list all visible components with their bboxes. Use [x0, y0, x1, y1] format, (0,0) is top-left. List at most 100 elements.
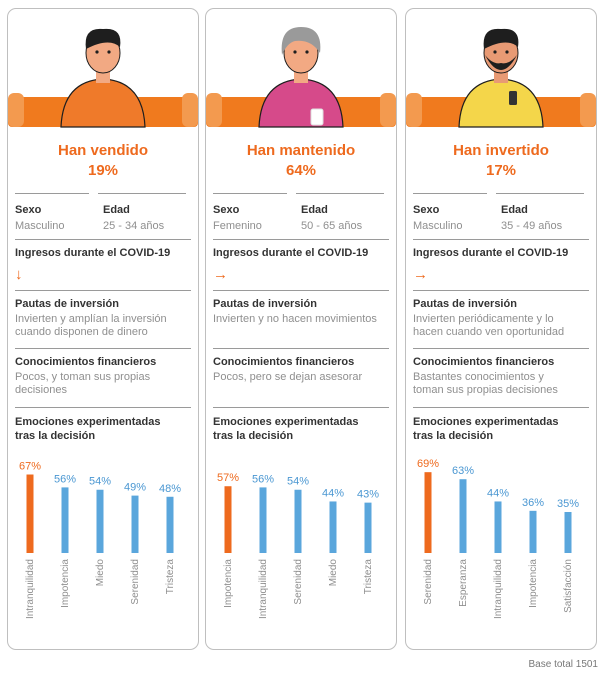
torso	[258, 78, 344, 128]
divider	[15, 239, 191, 240]
divider	[413, 348, 589, 349]
divider	[98, 193, 186, 194]
chart-bar	[564, 512, 572, 553]
beard	[485, 55, 517, 70]
edad-value: 50 - 65 años	[301, 220, 363, 232]
cup	[310, 108, 324, 126]
bar-value-label: 44%	[322, 487, 344, 499]
sofa-arm	[8, 93, 24, 127]
emotions-chart: 69% Serenidad 63% Esperanza 44% Intranquilida…	[417, 458, 579, 619]
sofa-arm	[182, 93, 198, 127]
bar-value-label: 67%	[19, 461, 41, 473]
chart-bar	[424, 472, 432, 553]
sofa-arm	[580, 93, 596, 127]
pautas-value: Invierten periódicamente y lo hacen cuan…	[413, 313, 565, 338]
conocimientos-value: Pocos, y toman sus propias decisiones	[15, 371, 151, 396]
bar-value-label: 48%	[159, 483, 181, 495]
eye	[95, 50, 99, 54]
divider	[496, 193, 584, 194]
divider	[15, 407, 191, 408]
pautas-value: Invierten y no hacen movimientos	[213, 313, 377, 325]
chart-bar	[494, 501, 502, 553]
bar-value-label: 56%	[252, 473, 274, 485]
bar-value-label: 36%	[522, 497, 544, 509]
category-label: Miedo	[328, 559, 339, 587]
sexo-label: Sexo	[413, 204, 440, 216]
chart-bar	[131, 495, 139, 553]
eye	[305, 50, 309, 54]
divider	[413, 407, 589, 408]
chart-bar	[529, 510, 537, 553]
conocimientos-label: Conocimientos financieros	[413, 356, 555, 368]
arrow-right-icon: →	[413, 266, 428, 283]
category-label: Intranquilidad	[25, 559, 36, 619]
arrow-right-icon: →	[213, 266, 228, 283]
pautas-value: Invierten y amplían la inversión cuando …	[15, 313, 167, 338]
pautas-label: Pautas de inversión	[213, 298, 317, 310]
category-label: Miedo	[95, 559, 106, 587]
bar-value-label: 54%	[287, 476, 309, 488]
category-label: Tristeza	[363, 559, 374, 595]
emotions-chart: 57% Impotencia 56% Intranquilidad 54% Serenid…	[217, 472, 379, 619]
edad-label: Edad	[501, 204, 528, 216]
sexo-value: Femenino	[213, 220, 262, 232]
group-percentage: 17%	[485, 162, 517, 179]
bar-value-label: 49%	[124, 482, 146, 494]
divider	[213, 239, 389, 240]
profile-card: Han mantenido 64% Sexo Femenino Edad 50 - 65 …	[205, 8, 397, 650]
emociones-label: Emociones experimentadas tras la decisió…	[15, 416, 161, 442]
group-title: Han mantenido	[246, 142, 356, 159]
conocimientos-label: Conocimientos financieros	[213, 356, 355, 368]
phone	[509, 91, 517, 105]
person-illustration	[206, 27, 396, 128]
category-label: Serenidad	[293, 559, 304, 605]
bar-value-label: 57%	[217, 472, 239, 484]
divider	[413, 193, 487, 194]
bar-value-label: 43%	[357, 489, 379, 501]
sexo-value: Masculino	[413, 220, 463, 232]
arrow-down-icon: ↓	[15, 266, 23, 283]
torso	[60, 78, 146, 128]
divider	[15, 193, 89, 194]
category-label: Serenidad	[130, 559, 141, 605]
person-illustration	[406, 28, 596, 128]
category-label: Intranquilidad	[493, 559, 504, 619]
category-label: Tristeza	[165, 559, 176, 595]
bar-value-label: 69%	[417, 458, 439, 470]
edad-label: Edad	[103, 204, 130, 216]
ingresos-label: Ingresos durante el COVID-19	[15, 247, 171, 259]
chart-bar	[294, 489, 302, 553]
chart-bar	[259, 487, 267, 553]
category-label: Satisfacción	[563, 559, 574, 613]
category-label: Serenidad	[423, 559, 434, 605]
torso	[458, 78, 544, 128]
divider	[213, 193, 287, 194]
eye	[293, 50, 297, 54]
person-illustration	[8, 28, 198, 128]
divider	[413, 239, 589, 240]
group-title: Han invertido	[453, 142, 549, 159]
divider	[213, 407, 389, 408]
chart-bar	[166, 496, 174, 553]
bar-value-label: 54%	[89, 476, 111, 488]
edad-label: Edad	[301, 204, 328, 216]
sofa-arm	[406, 93, 422, 127]
eye	[107, 50, 111, 54]
chart-bar	[459, 479, 467, 553]
hair	[85, 28, 121, 49]
sexo-label: Sexo	[213, 204, 240, 216]
category-label: Impotencia	[528, 559, 539, 608]
eye	[505, 50, 509, 54]
divider	[296, 193, 384, 194]
ingresos-label: Ingresos durante el COVID-19	[413, 247, 569, 259]
conocimientos-value: Bastantes conocimientos y toman sus prop…	[413, 371, 558, 396]
group-percentage: 64%	[285, 162, 317, 179]
chart-bar	[364, 502, 372, 553]
bar-value-label: 44%	[487, 487, 509, 499]
edad-value: 35 - 49 años	[501, 220, 563, 232]
category-label: Impotencia	[60, 559, 71, 608]
divider	[15, 290, 191, 291]
hair	[281, 27, 321, 55]
sofa-arm	[380, 93, 396, 127]
divider	[15, 348, 191, 349]
